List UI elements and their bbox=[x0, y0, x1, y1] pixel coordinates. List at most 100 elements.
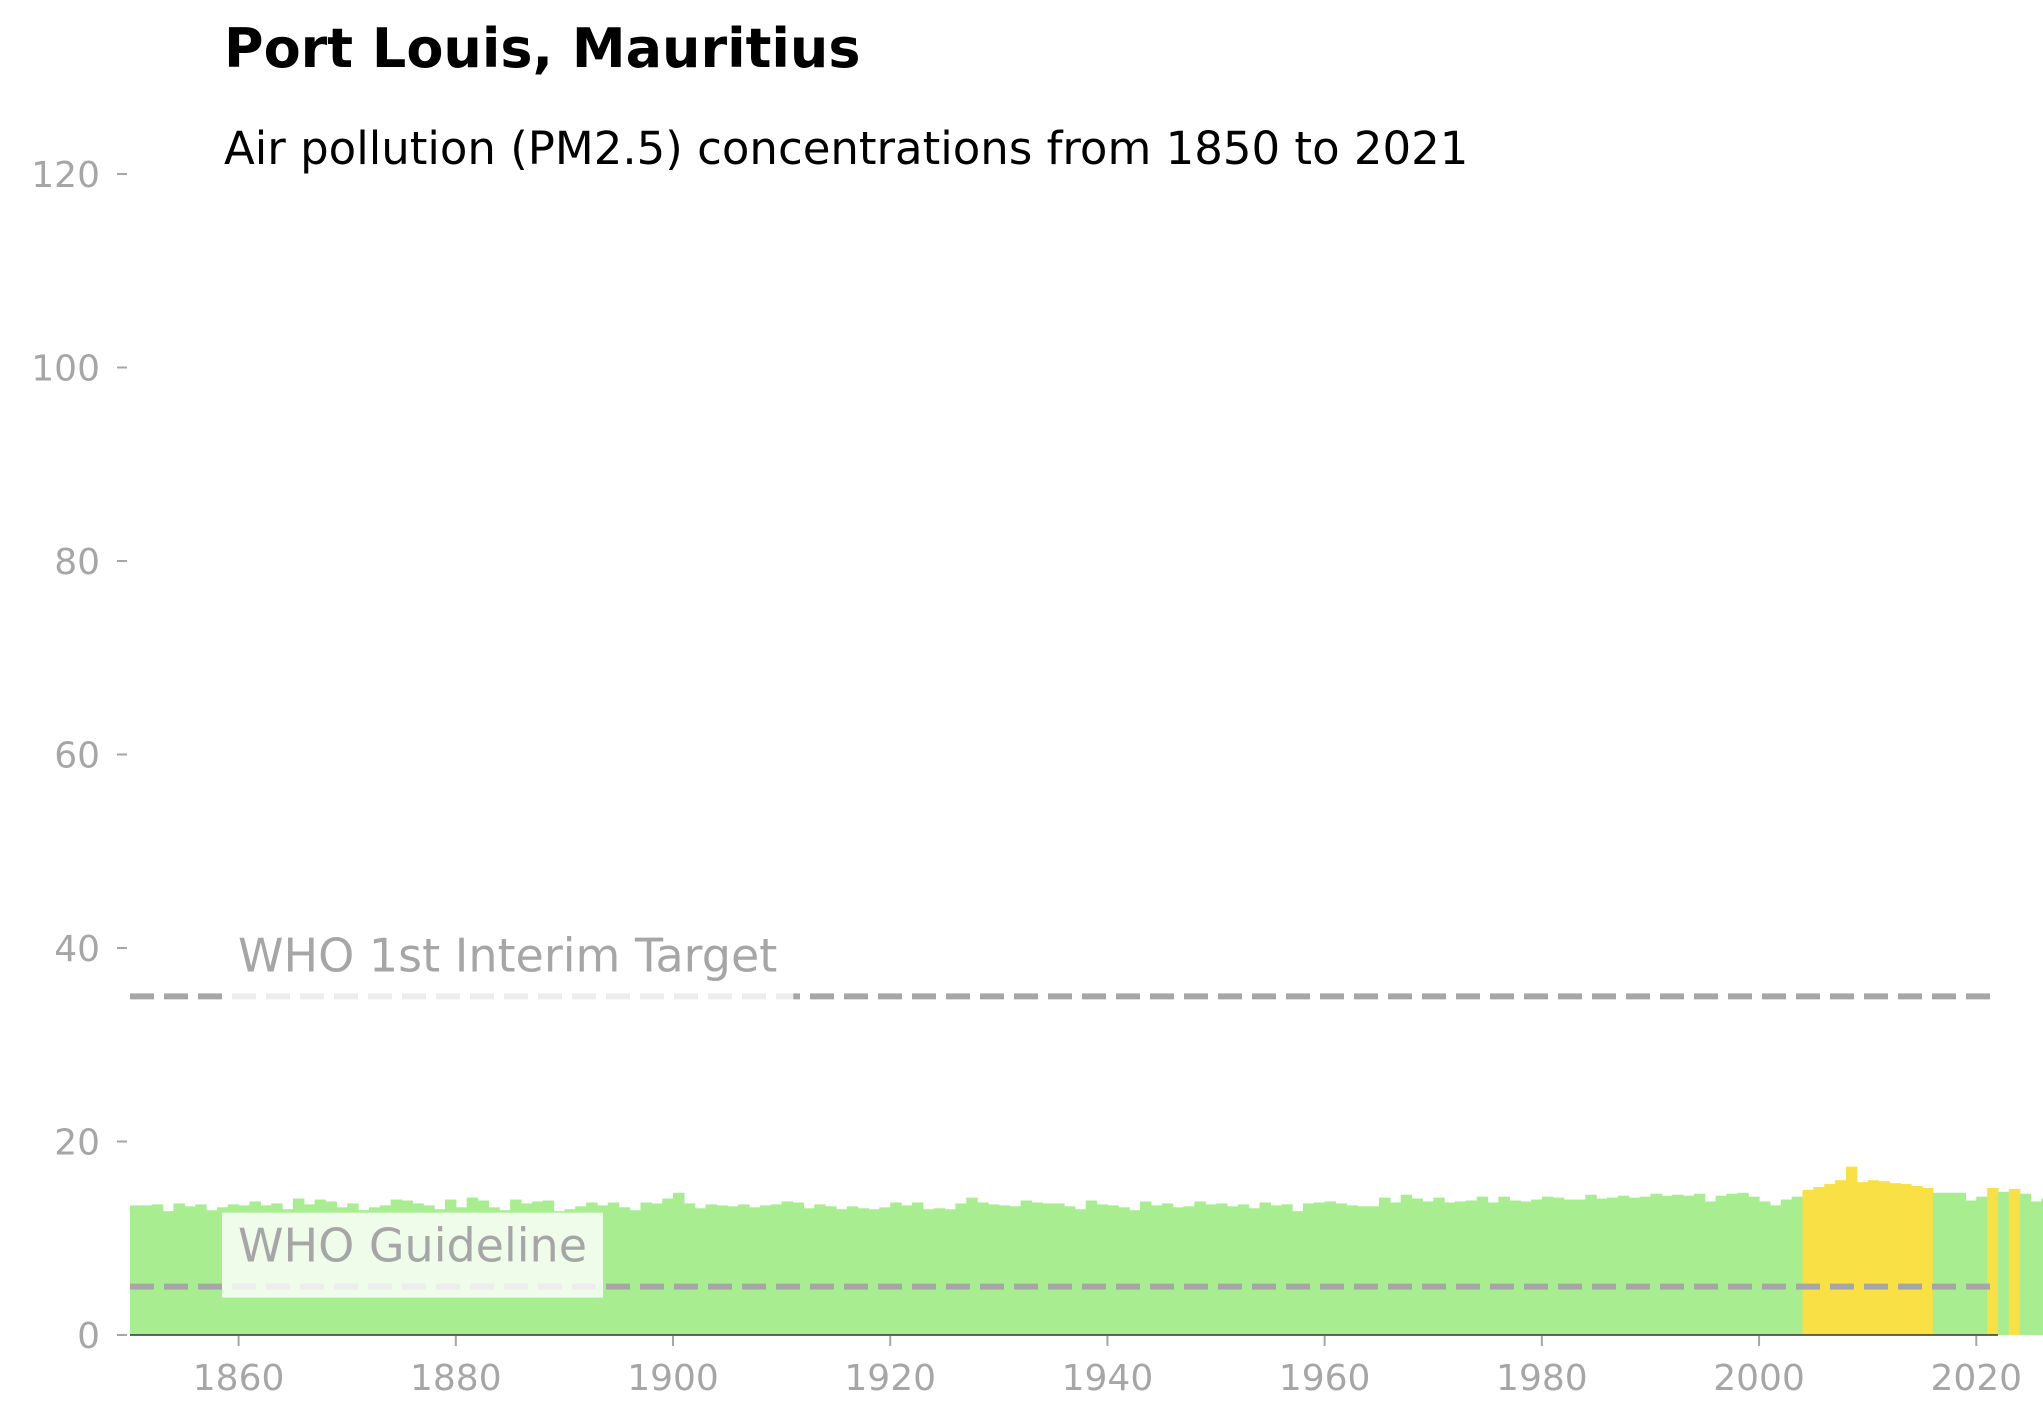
bar-1972 bbox=[1454, 1201, 1467, 1335]
bar-1902 bbox=[694, 1208, 707, 1335]
x-tick-label-1880: 1880 bbox=[410, 1358, 502, 1399]
bar-1970 bbox=[1433, 1197, 1445, 1335]
bar-2016 bbox=[1932, 1192, 1945, 1335]
y-tick-label-0: 0 bbox=[77, 1316, 100, 1357]
bar-1977 bbox=[1509, 1200, 1521, 1335]
bar-2003 bbox=[1791, 1196, 1804, 1335]
bar-2019 bbox=[1965, 1200, 1977, 1335]
bar-1965 bbox=[1378, 1197, 1391, 1335]
bar-1979 bbox=[1531, 1199, 1543, 1335]
bar-1850 bbox=[130, 1205, 142, 1335]
bar-2024 bbox=[2019, 1193, 2032, 1335]
y-tick-label-20: 20 bbox=[54, 1123, 100, 1164]
bar-1949 bbox=[1205, 1204, 1217, 1335]
bar-2018 bbox=[1954, 1192, 1967, 1335]
bar-2013 bbox=[1900, 1184, 1912, 1335]
bar-1968 bbox=[1411, 1198, 1423, 1335]
y-tick-label-120: 120 bbox=[31, 155, 100, 196]
bar-1994 bbox=[1693, 1193, 1706, 1335]
bar-1939 bbox=[1096, 1204, 1109, 1335]
bar-1912 bbox=[803, 1208, 815, 1335]
bar-2012 bbox=[1889, 1183, 1901, 1335]
bar-1924 bbox=[933, 1208, 946, 1335]
bar-2026 bbox=[2041, 1198, 2043, 1335]
bar-1996 bbox=[1715, 1195, 1728, 1335]
reference-label-bg-1 bbox=[222, 1212, 603, 1298]
bar-2000 bbox=[1759, 1201, 1771, 1335]
bar-2007 bbox=[1835, 1180, 1847, 1335]
bar-1995 bbox=[1704, 1201, 1717, 1335]
x-tick-label-1940: 1940 bbox=[1062, 1358, 1154, 1399]
bar-1986 bbox=[1607, 1197, 1619, 1335]
bar-1929 bbox=[987, 1204, 1000, 1335]
bar-1961 bbox=[1335, 1203, 1347, 1335]
bar-2025 bbox=[2030, 1201, 2043, 1335]
chart-title: Port Louis, Mauritius bbox=[224, 17, 861, 80]
bar-1998 bbox=[1737, 1192, 1749, 1335]
y-tick-label-40: 40 bbox=[54, 929, 100, 970]
bar-1921 bbox=[901, 1205, 913, 1335]
bar-1894 bbox=[607, 1202, 620, 1335]
bar-1988 bbox=[1628, 1197, 1641, 1335]
bar-1955 bbox=[1270, 1205, 1282, 1335]
bar-2014 bbox=[1911, 1186, 1923, 1335]
bar-2022 bbox=[1998, 1191, 2010, 1335]
bar-1991 bbox=[1661, 1195, 1673, 1335]
bar-1987 bbox=[1617, 1195, 1630, 1335]
bar-1920 bbox=[890, 1202, 902, 1335]
x-tick-label-1900: 1900 bbox=[627, 1358, 719, 1399]
bar-2017 bbox=[1943, 1192, 1956, 1335]
bar-1856 bbox=[195, 1204, 207, 1335]
bar-2011 bbox=[1878, 1181, 1890, 1335]
bar-1973 bbox=[1465, 1200, 1478, 1335]
bar-1907 bbox=[749, 1207, 761, 1335]
x-axis: 1860 1880 1900 1920 1940 1960 1980 2000 2020 bbox=[130, 1334, 2022, 1399]
bar-2006 bbox=[1824, 1184, 1836, 1335]
bar-1938 bbox=[1085, 1200, 1098, 1335]
bar-1963 bbox=[1357, 1206, 1369, 1335]
bar-1959 bbox=[1313, 1202, 1326, 1335]
y-tick-label-80: 80 bbox=[54, 542, 100, 583]
bar-1897 bbox=[640, 1202, 652, 1335]
bar-1969 bbox=[1422, 1201, 1434, 1335]
bar-1952 bbox=[1237, 1204, 1250, 1335]
bar-1948 bbox=[1194, 1201, 1206, 1335]
bar-1851 bbox=[140, 1205, 153, 1335]
bar-1931 bbox=[1009, 1206, 1022, 1335]
bar-1967 bbox=[1400, 1194, 1413, 1335]
x-tick-label-2020: 2020 bbox=[1930, 1358, 2022, 1399]
bar-1926 bbox=[955, 1203, 967, 1335]
bar-1942 bbox=[1129, 1210, 1141, 1335]
bar-1915 bbox=[835, 1209, 848, 1335]
reference-lines: WHO 1st Interim Target WHO Guideline bbox=[130, 922, 1998, 1298]
bar-1985 bbox=[1596, 1198, 1608, 1335]
bar-1932 bbox=[1020, 1200, 1033, 1335]
bar-1958 bbox=[1302, 1203, 1315, 1335]
x-tick-label-1920: 1920 bbox=[844, 1358, 936, 1399]
bar-1909 bbox=[770, 1204, 783, 1335]
chart-subtitle: Air pollution (PM2.5) concentrations fro… bbox=[224, 122, 1468, 175]
bar-1916 bbox=[846, 1206, 859, 1335]
bar-1974 bbox=[1476, 1196, 1489, 1335]
bar-1913 bbox=[814, 1204, 826, 1335]
bar-1944 bbox=[1150, 1205, 1163, 1335]
y-axis: 0 20 40 60 80 100 120 bbox=[31, 155, 127, 1357]
bar-1898 bbox=[651, 1203, 663, 1335]
bar-1953 bbox=[1248, 1208, 1261, 1335]
bar-1895 bbox=[618, 1207, 631, 1335]
y-tick-label-100: 100 bbox=[31, 349, 100, 390]
bar-1975 bbox=[1487, 1202, 1500, 1335]
bar-2001 bbox=[1769, 1205, 1782, 1335]
bar-1946 bbox=[1172, 1207, 1185, 1335]
bar-1983 bbox=[1574, 1199, 1586, 1335]
bar-1899 bbox=[662, 1198, 674, 1335]
bar-1919 bbox=[879, 1207, 891, 1335]
bar-1853 bbox=[162, 1211, 175, 1335]
bar-1940 bbox=[1107, 1205, 1119, 1335]
bar-1950 bbox=[1216, 1203, 1228, 1335]
bar-1999 bbox=[1748, 1196, 1760, 1335]
bar-1933 bbox=[1031, 1202, 1043, 1335]
reference-label-0: WHO 1st Interim Target bbox=[238, 928, 777, 982]
bar-1906 bbox=[738, 1204, 750, 1335]
